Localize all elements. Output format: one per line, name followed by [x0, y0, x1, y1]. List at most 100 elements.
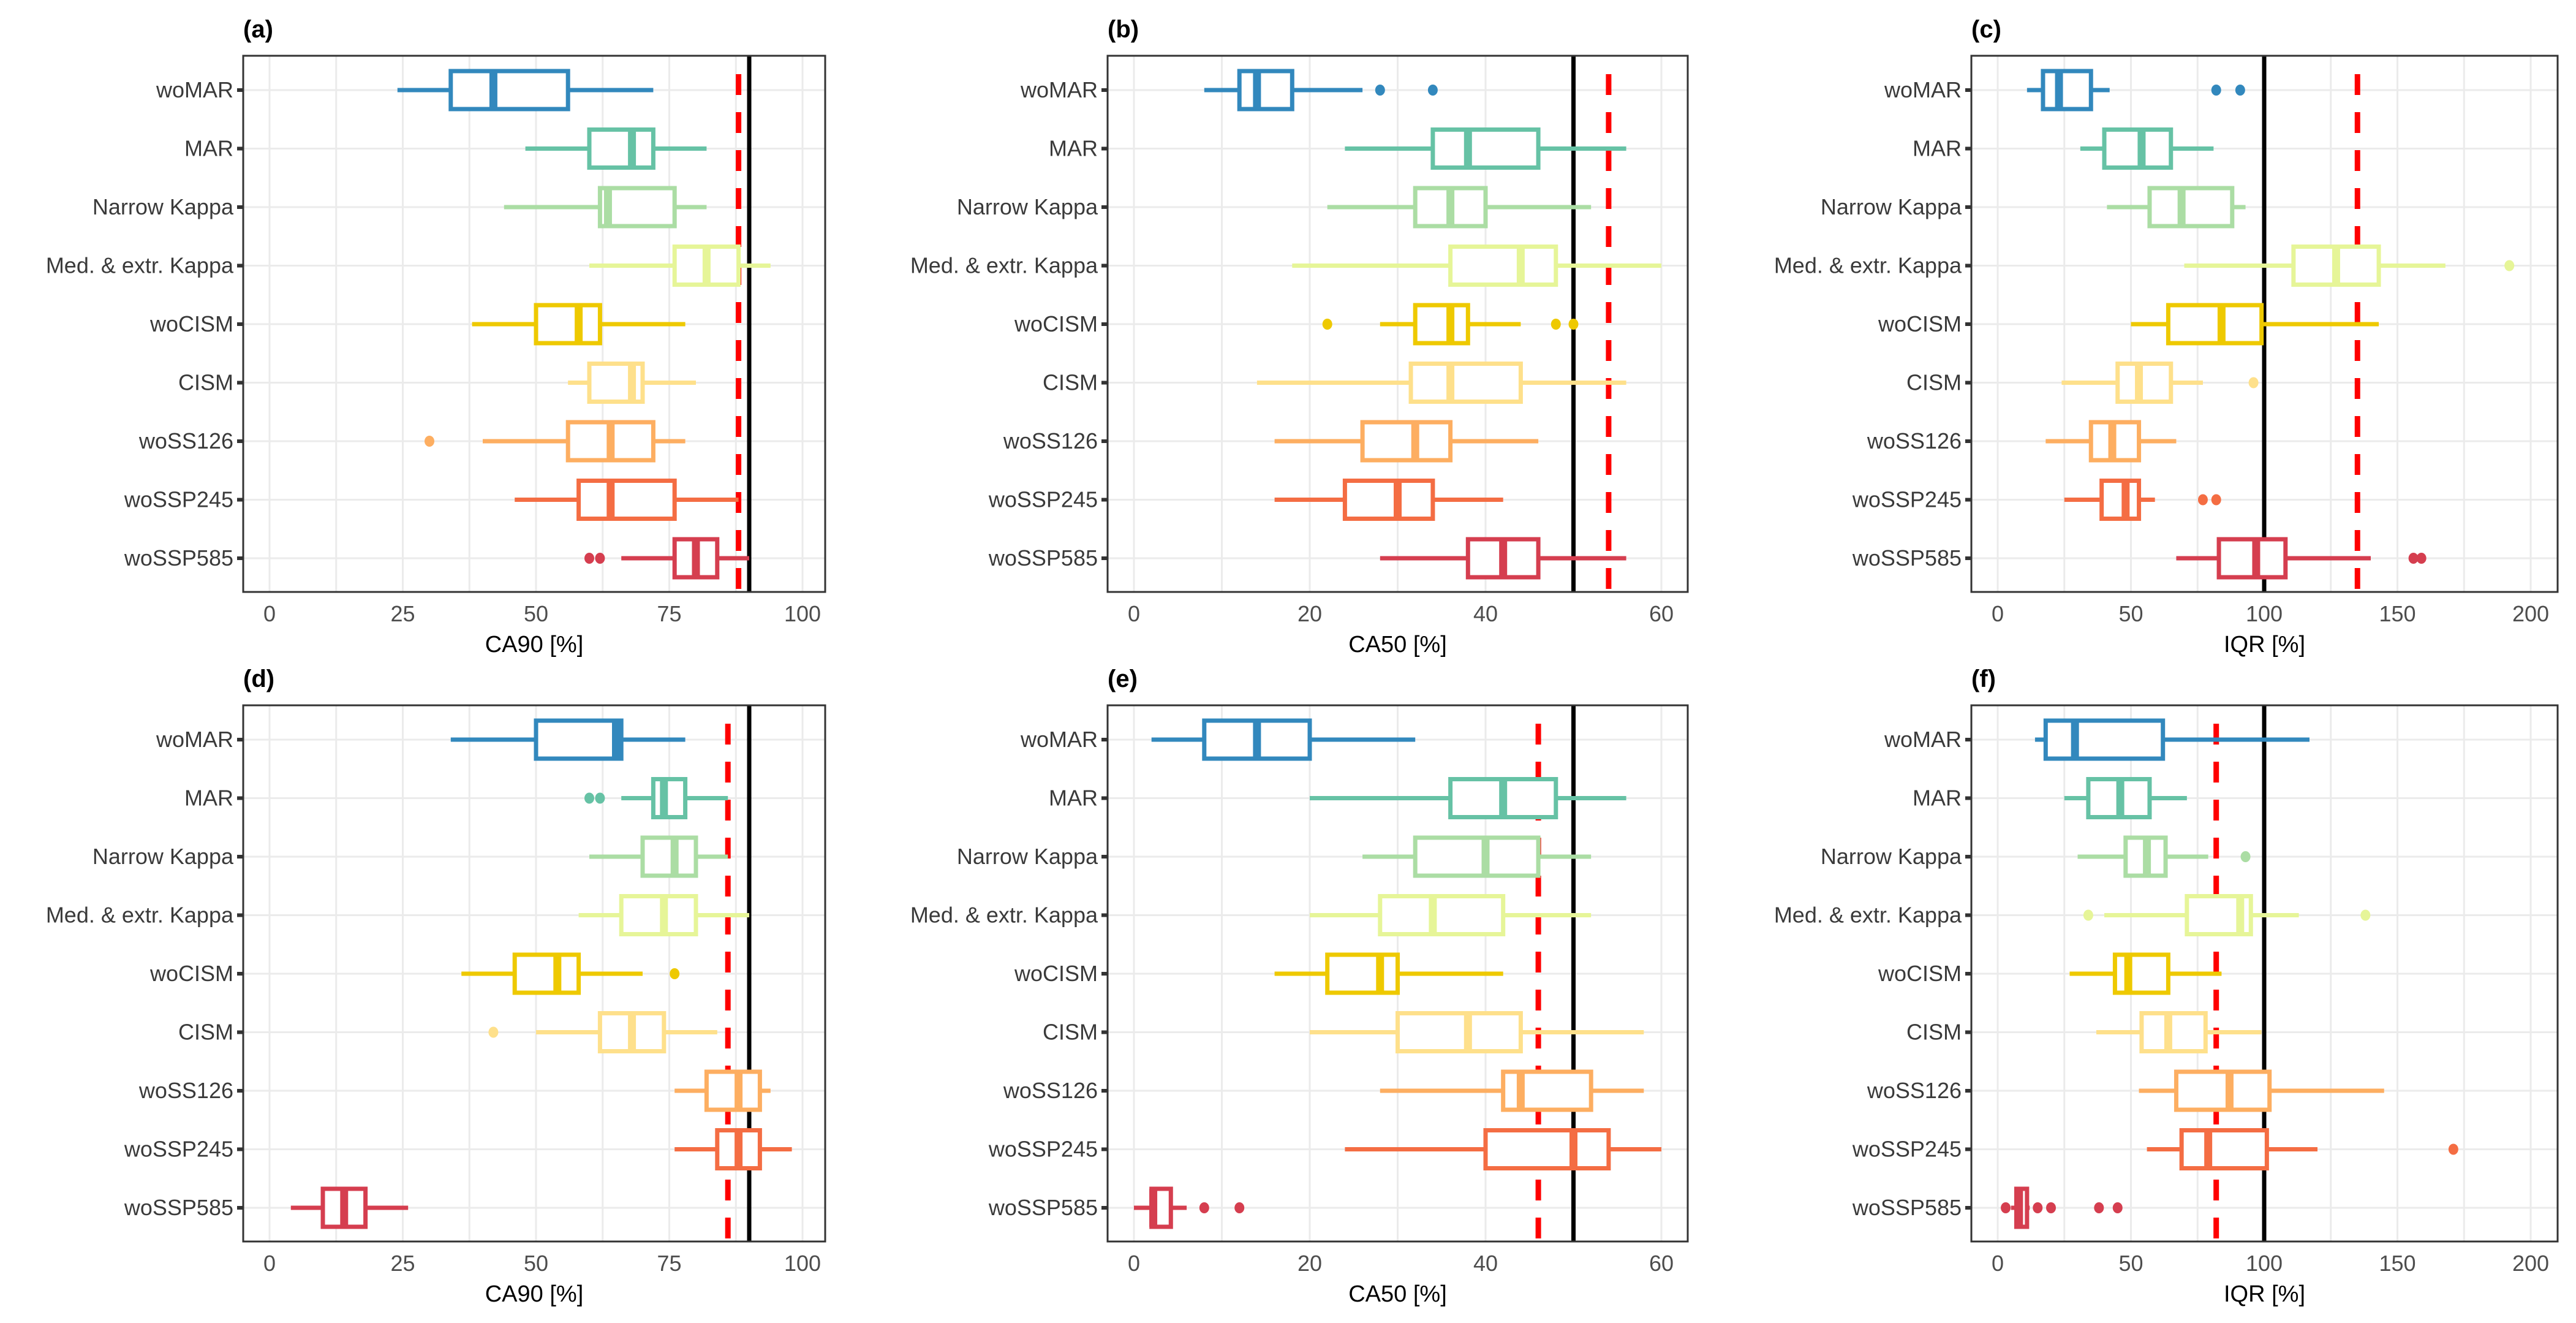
category-label: Narrow Kappa	[957, 844, 1098, 869]
x-tick-label: 60	[1649, 601, 1674, 626]
category-label: woCISM	[1878, 311, 1962, 336]
x-axis-title: CA90 [%]	[485, 1281, 584, 1307]
category-label: Med. & extr. Kappa	[46, 253, 234, 278]
box-narrow-kappa	[589, 835, 728, 878]
box-wossp585	[1134, 1186, 1245, 1229]
x-tick-label: 75	[657, 1251, 681, 1276]
category-label: CISM	[1906, 1020, 1962, 1045]
box-womar	[1204, 69, 1438, 112]
box-iqr	[1413, 303, 1470, 346]
category-label: MAR	[1049, 786, 1098, 811]
category-label: woSS126	[1003, 428, 1098, 453]
box-wossp245	[515, 479, 739, 521]
box-iqr	[1408, 362, 1523, 404]
box-cism	[2096, 1011, 2262, 1053]
x-tick-label: 50	[2118, 601, 2143, 626]
box-wossp245	[1345, 1128, 1661, 1170]
box-iqr	[704, 1069, 762, 1112]
box-wocism	[1322, 303, 1579, 346]
x-tick-label: 0	[263, 601, 276, 626]
outlier-point	[2033, 1202, 2043, 1213]
box-mar	[1310, 777, 1626, 819]
x-tick-label: 100	[2246, 601, 2283, 626]
outlier-point	[670, 968, 680, 979]
box-med-extr-kappa	[2083, 894, 2371, 936]
category-label: woSSP245	[988, 487, 1098, 512]
x-tick-label: 0	[1992, 1251, 2004, 1276]
box-woss126	[1380, 1069, 1644, 1112]
x-tick-label: 150	[2379, 601, 2415, 626]
outlier-point	[584, 792, 594, 804]
box-iqr	[448, 69, 570, 112]
category-label: woSS126	[138, 1078, 233, 1103]
box-iqr	[1342, 479, 1435, 521]
box-wossp245	[1274, 479, 1503, 521]
box-mar	[1345, 127, 1626, 170]
x-tick-label: 75	[657, 601, 681, 626]
box-iqr	[1237, 69, 1294, 112]
category-label: woSS126	[1867, 1078, 1962, 1103]
box-iqr	[587, 127, 655, 170]
category-label: woSSP585	[988, 1195, 1098, 1220]
x-tick-label: 150	[2379, 1251, 2415, 1276]
box-wocism	[1274, 952, 1503, 995]
panel-a: woMAR MAR Narrow Kappa Med. & extr. Kappa wo…	[46, 16, 826, 658]
category-label: woSSP585	[1852, 545, 1962, 571]
panel-label: (f)	[1971, 665, 1996, 692]
outlier-point	[2083, 909, 2093, 921]
box-iqr	[2102, 127, 2174, 170]
box-wossp585	[290, 1186, 409, 1229]
outlier-point	[2235, 85, 2245, 96]
category-label: CISM	[1906, 370, 1962, 395]
category-label: woSSP245	[988, 1137, 1098, 1162]
category-label: MAR	[1913, 786, 1962, 811]
box-iqr	[2179, 1128, 2269, 1170]
box-iqr	[534, 718, 624, 761]
category-label: woMAR	[1884, 77, 1962, 102]
box-iqr	[1448, 245, 1558, 287]
outlier-point	[488, 1026, 499, 1038]
category-label: CISM	[1043, 370, 1098, 395]
box-med-extr-kappa	[1292, 245, 1661, 287]
panel-e: woMAR MAR Narrow Kappa Med. & extr. Kappa wo…	[910, 665, 1689, 1307]
category-label: woSSP245	[1852, 487, 1962, 512]
box-cism	[488, 1011, 717, 1053]
box-iqr	[2166, 303, 2264, 346]
panel-label: (a)	[243, 16, 273, 43]
box-iqr	[1483, 1128, 1611, 1170]
x-tick-label: 20	[1297, 601, 1322, 626]
box-iqr	[640, 835, 698, 878]
category-label: woCISM	[1878, 961, 1962, 986]
outlier-point	[2211, 85, 2221, 96]
category-label: woMAR	[156, 727, 233, 752]
box-iqr	[2043, 718, 2166, 761]
box-wocism	[2131, 303, 2379, 346]
box-narrow-kappa	[2077, 835, 2251, 878]
panel-label: (b)	[1108, 16, 1139, 43]
box-womar	[2026, 69, 2245, 112]
x-tick-label: 200	[2512, 601, 2549, 626]
category-label: woSSP585	[124, 545, 233, 571]
category-label: Narrow Kappa	[1821, 194, 1962, 219]
box-iqr	[1413, 835, 1541, 878]
box-iqr	[2174, 1069, 2272, 1112]
box-iqr	[1430, 127, 1541, 170]
outlier-point	[2211, 494, 2221, 506]
outlier-point	[1322, 319, 1332, 330]
category-label: MAR	[1049, 136, 1098, 161]
category-label: woSSP245	[124, 1137, 233, 1162]
box-wocism	[461, 952, 680, 995]
x-tick-label: 0	[1128, 601, 1140, 626]
category-label: woCISM	[149, 311, 233, 336]
outlier-point	[1234, 1202, 1245, 1213]
box-narrow-kappa	[504, 186, 707, 229]
category-label: MAR	[184, 786, 233, 811]
box-iqr	[1396, 1011, 1523, 1053]
box-iqr	[576, 479, 677, 521]
outlier-point	[2197, 494, 2208, 506]
box-med-extr-kappa	[1310, 894, 1592, 936]
x-tick-label: 0	[263, 1251, 276, 1276]
x-tick-label: 0	[1128, 1251, 1140, 1276]
outlier-point	[2504, 260, 2515, 271]
category-label: woSSP245	[1852, 1137, 1962, 1162]
